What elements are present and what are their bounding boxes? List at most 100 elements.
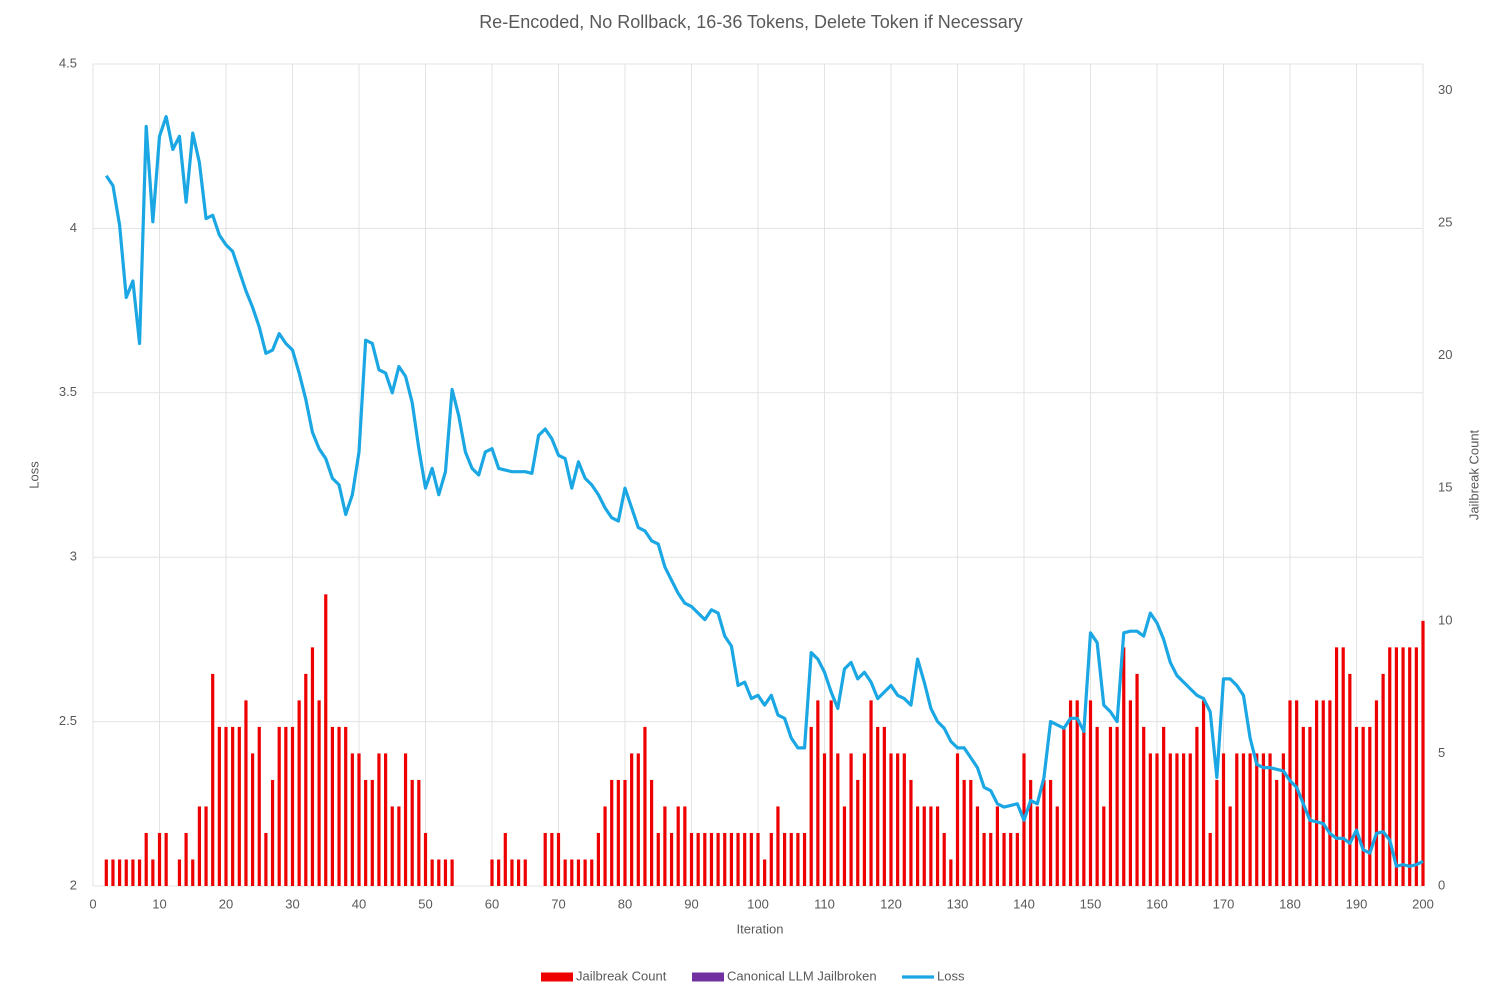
bar (503, 832, 507, 886)
y2-tick-label: 5 (1438, 745, 1445, 760)
bar (1082, 726, 1086, 886)
y2-tick-label: 30 (1438, 82, 1452, 97)
x-tick-label: 120 (880, 896, 902, 911)
bar (257, 726, 261, 886)
bar (1275, 779, 1279, 886)
bar (1195, 726, 1199, 886)
y2-tick-label: 10 (1438, 612, 1452, 627)
bar (104, 859, 108, 886)
bar (769, 832, 773, 886)
bar (390, 806, 394, 886)
bar (1182, 753, 1186, 886)
bar (1228, 806, 1232, 886)
bar (197, 806, 201, 886)
bar (1268, 753, 1272, 886)
bar (1414, 647, 1418, 886)
bar (1135, 673, 1139, 886)
bar (1295, 700, 1299, 886)
bar (1381, 673, 1385, 886)
bar (1334, 647, 1339, 886)
bar (763, 859, 767, 886)
bar (922, 806, 926, 886)
bar (889, 753, 893, 886)
x-axis-label: Iteration (737, 921, 784, 936)
bar (630, 753, 634, 886)
bar (909, 779, 913, 886)
bar (430, 859, 434, 886)
bar (689, 832, 694, 886)
bar (816, 700, 820, 886)
bar (1354, 726, 1359, 886)
bar (743, 832, 747, 886)
bar (623, 779, 627, 886)
bar (942, 832, 946, 886)
bar (869, 700, 873, 886)
x-tick-label: 160 (1146, 896, 1168, 911)
bar (1015, 832, 1019, 886)
bar (1122, 647, 1126, 886)
bar (443, 859, 448, 886)
bar (756, 832, 760, 886)
bar (164, 832, 168, 886)
bar (131, 859, 135, 886)
bar (1075, 700, 1079, 886)
bar (344, 726, 348, 886)
bar (949, 859, 953, 886)
bar (377, 753, 381, 886)
y-axis-label: Loss (26, 461, 41, 489)
legend-swatch (541, 972, 573, 982)
bar (1348, 673, 1352, 886)
bar (437, 859, 441, 886)
bar (596, 832, 600, 886)
bar (510, 859, 514, 886)
bar (563, 859, 567, 886)
bar (1035, 806, 1039, 886)
bar (277, 726, 281, 886)
legend-swatch (692, 972, 724, 982)
bar (842, 806, 847, 886)
bar (137, 859, 142, 886)
bar (1148, 753, 1152, 886)
bar (729, 832, 733, 886)
bar (350, 753, 354, 886)
x-tick-label: 90 (684, 896, 698, 911)
bar (1201, 700, 1206, 886)
bar (517, 859, 521, 886)
bar (497, 859, 501, 886)
bar (643, 726, 647, 886)
bar (570, 859, 574, 886)
legend-label: Canonical LLM Jailbroken (727, 968, 877, 983)
bar (310, 647, 315, 886)
bar (317, 700, 321, 886)
bar (244, 700, 248, 886)
bar (663, 806, 667, 886)
bar (723, 832, 727, 886)
x-tick-label: 0 (89, 896, 96, 911)
bar (962, 779, 966, 886)
bar (1248, 753, 1252, 886)
bar (1049, 779, 1053, 886)
bar (490, 859, 494, 886)
bar (1241, 753, 1246, 886)
bar (1188, 753, 1192, 886)
bar (231, 726, 235, 886)
y2-tick-label: 15 (1438, 480, 1452, 495)
bar (270, 779, 275, 886)
bar (357, 753, 361, 886)
bar (610, 779, 614, 886)
y-tick-label: 4.5 (59, 55, 77, 70)
bar (849, 753, 853, 886)
x-tick-label: 40 (352, 896, 366, 911)
bar (676, 806, 680, 886)
x-tick-label: 20 (219, 896, 233, 911)
bar (1361, 726, 1365, 886)
bar (1042, 779, 1046, 886)
bar (1115, 726, 1119, 886)
bar (330, 726, 334, 886)
x-tick-label: 50 (418, 896, 432, 911)
bar (1221, 753, 1226, 886)
bar (796, 832, 800, 886)
bar (902, 753, 906, 886)
y-tick-label: 3 (70, 549, 77, 564)
bar (324, 594, 328, 886)
